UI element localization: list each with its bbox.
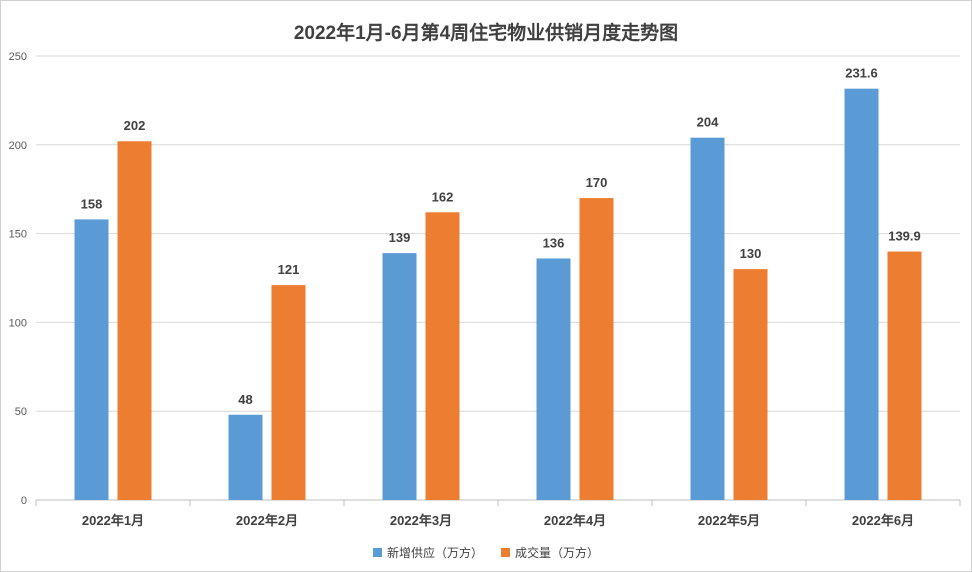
legend-item-supply: 新增供应（万方）	[372, 544, 483, 561]
x-tick-label: 2022年3月	[390, 513, 452, 528]
data-label: 130	[740, 246, 762, 261]
data-label: 170	[586, 175, 608, 190]
bar-deals	[117, 141, 152, 501]
data-label: 202	[124, 118, 146, 133]
bar-deals	[579, 198, 614, 500]
data-label: 136	[543, 235, 565, 250]
x-tick-label: 2022年4月	[544, 513, 606, 528]
chart-title: 2022年1月-6月第4周住宅物业供销月度走势图	[293, 23, 679, 44]
y-tick-label: 100	[9, 317, 27, 329]
data-label: 231.6	[845, 66, 878, 81]
y-tick-label: 0	[21, 495, 27, 507]
data-label: 48	[238, 392, 252, 407]
x-tick-label: 2022年5月	[698, 513, 760, 528]
bar-deals	[425, 212, 460, 500]
bar-supply	[74, 219, 109, 500]
data-label: 139.9	[888, 229, 921, 244]
y-tick-label: 50	[15, 406, 27, 418]
y-tick-label: 200	[9, 140, 27, 152]
legend: 新增供应（万方） 成交量（万方）	[0, 544, 972, 561]
bar-supply	[690, 137, 725, 501]
data-label: 204	[697, 115, 719, 130]
bar-deals	[733, 269, 768, 500]
bar-supply	[536, 258, 571, 500]
data-label: 162	[432, 189, 454, 204]
legend-label-supply: 新增供应（万方）	[386, 546, 483, 560]
x-tick-label: 2022年2月	[236, 513, 298, 528]
data-label: 121	[278, 262, 300, 277]
legend-swatch-deals	[501, 548, 510, 557]
legend-label-deals: 成交量（万方）	[515, 546, 600, 560]
data-label: 139	[389, 230, 411, 245]
bar-deals	[887, 251, 922, 500]
bar-supply	[844, 88, 879, 500]
data-label: 158	[81, 196, 103, 211]
y-tick-label: 150	[9, 229, 27, 241]
legend-item-deals: 成交量（万方）	[501, 544, 599, 561]
bar-supply	[228, 414, 263, 500]
legend-swatch-supply	[372, 548, 382, 557]
bar-supply	[382, 253, 417, 500]
x-tick-label: 2022年6月	[852, 513, 914, 528]
x-tick-label: 2022年1月	[82, 513, 144, 528]
y-tick-label: 250	[9, 51, 27, 63]
bar-deals	[271, 285, 306, 500]
